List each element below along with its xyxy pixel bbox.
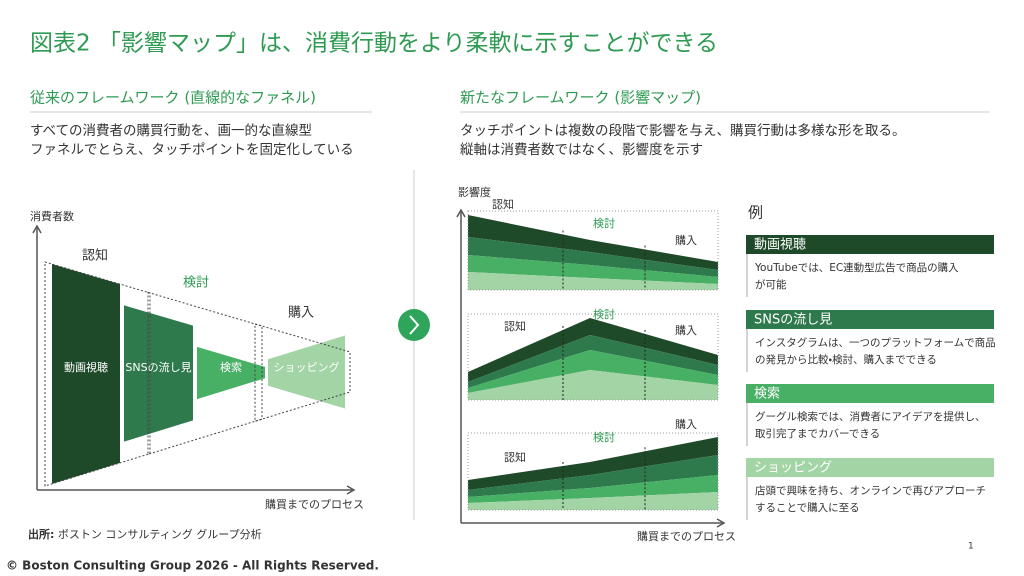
stage-label: 検討 [183, 276, 209, 291]
legend-desc: の発見から比較・検討、購入までできる [755, 353, 937, 366]
right-axes [456, 208, 726, 528]
legend-label: 検索 [754, 387, 780, 402]
source: 出所: ボストン コンサルティング グループ分析 [28, 527, 262, 541]
left-desc: すべての消費者の購買行動を、画一的な直線型 [30, 123, 312, 139]
legend-desc: グーグル検索では、消費者にアイデアを提供し、 [755, 410, 985, 423]
stage-label: 認知 [82, 248, 108, 264]
source-label: 出所: [28, 527, 54, 541]
influence-band [468, 255, 718, 284]
legend-desc: が可能 [755, 278, 787, 291]
legend-desc: 取引完了までカバーできる [755, 427, 880, 440]
segment-label: ショッピング [274, 360, 340, 374]
stage-label: 認知 [504, 319, 526, 333]
influence-band [468, 370, 718, 400]
panel-frame [467, 210, 719, 291]
funnel-segment [268, 335, 345, 409]
legend-desc: 店頭で興味を持ち、オンラインで再びアプローチ [755, 484, 986, 497]
right-desc: 縦軸は消費者数ではなく、影響度を示す [460, 142, 703, 158]
segment-label: SNSの流し見 [125, 361, 191, 374]
funnel: 動画視聴 SNSの流し見 検索 ショッピング [44, 261, 351, 487]
funnel-segment [124, 305, 193, 442]
legend-bar [746, 384, 994, 403]
left-desc: ファネルでとらえ、タッチポイントを固定化している [30, 142, 354, 158]
influence-band [468, 350, 718, 393]
arrow-circle [398, 309, 430, 341]
influence-band [468, 215, 718, 270]
segment-label: 動画視聴 [64, 360, 108, 374]
copyright: © Boston Consulting Group 2026 - All Rig… [6, 559, 379, 573]
influence-band [468, 455, 718, 497]
right-desc: タッチポイントは複数の段階で影響を与え、購買行動は多様な形を取る。 [460, 122, 906, 139]
legend-title: 例 [748, 204, 763, 222]
stage-label: 購入 [288, 306, 314, 321]
influence-band [468, 272, 718, 290]
page-number: 1 [968, 542, 974, 552]
y-axis-label: 影響度 [458, 185, 491, 199]
stage-label: 検討 [593, 216, 615, 230]
legend-label: SNSの流し見 [754, 313, 832, 328]
influence-band [468, 318, 718, 382]
left-heading: 従来のフレームワーク (直線的なファネル) [30, 89, 316, 107]
influence-band [468, 437, 718, 490]
legend-desc: することで購入に至る [755, 501, 860, 514]
stage-label: 購入 [675, 417, 697, 431]
y-axis-label: 消費者数 [30, 209, 74, 223]
legend-desc: インスタグラムは、一つのプラットフォームで商品 [755, 336, 996, 349]
legend-bar [746, 458, 994, 477]
legend-bar [746, 235, 994, 254]
title: 図表2 「影響マップ」は、消費行動をより柔軟に示すことができる [30, 31, 718, 57]
influence-band [468, 492, 718, 510]
x-axis-label: 購買までのプロセス [265, 497, 364, 511]
stage-label: 認知 [504, 450, 526, 464]
influence-band [468, 335, 718, 388]
stage-box [147, 291, 263, 455]
stage-label: 認知 [492, 197, 514, 211]
right-heading: 新たなフレームワーク (影響マップ) [460, 89, 701, 107]
funnel-segment [197, 346, 265, 400]
left-axes [32, 224, 356, 495]
legend-bar [746, 310, 994, 329]
stage-label: 購入 [675, 233, 697, 247]
arrow [409, 315, 420, 335]
stage-label: 購入 [675, 323, 697, 337]
stage-label: 検討 [593, 430, 615, 444]
funnel-segment [52, 264, 120, 484]
legend-label: 動画視聴 [754, 238, 806, 253]
influence-band [468, 475, 718, 503]
stage-label: 検討 [593, 307, 615, 321]
x-axis-label: 購買までのプロセス [637, 529, 736, 543]
source-text: ボストン コンサルティング グループ分析 [58, 527, 262, 541]
segment-label: 検索 [220, 360, 242, 374]
legend-desc: YouTubeでは、EC連動型広告で商品の購入 [754, 261, 959, 274]
influence-band [468, 237, 718, 277]
stage-box [44, 261, 151, 487]
legend-label: ショッピング [754, 461, 832, 476]
panel-frame [467, 432, 719, 511]
